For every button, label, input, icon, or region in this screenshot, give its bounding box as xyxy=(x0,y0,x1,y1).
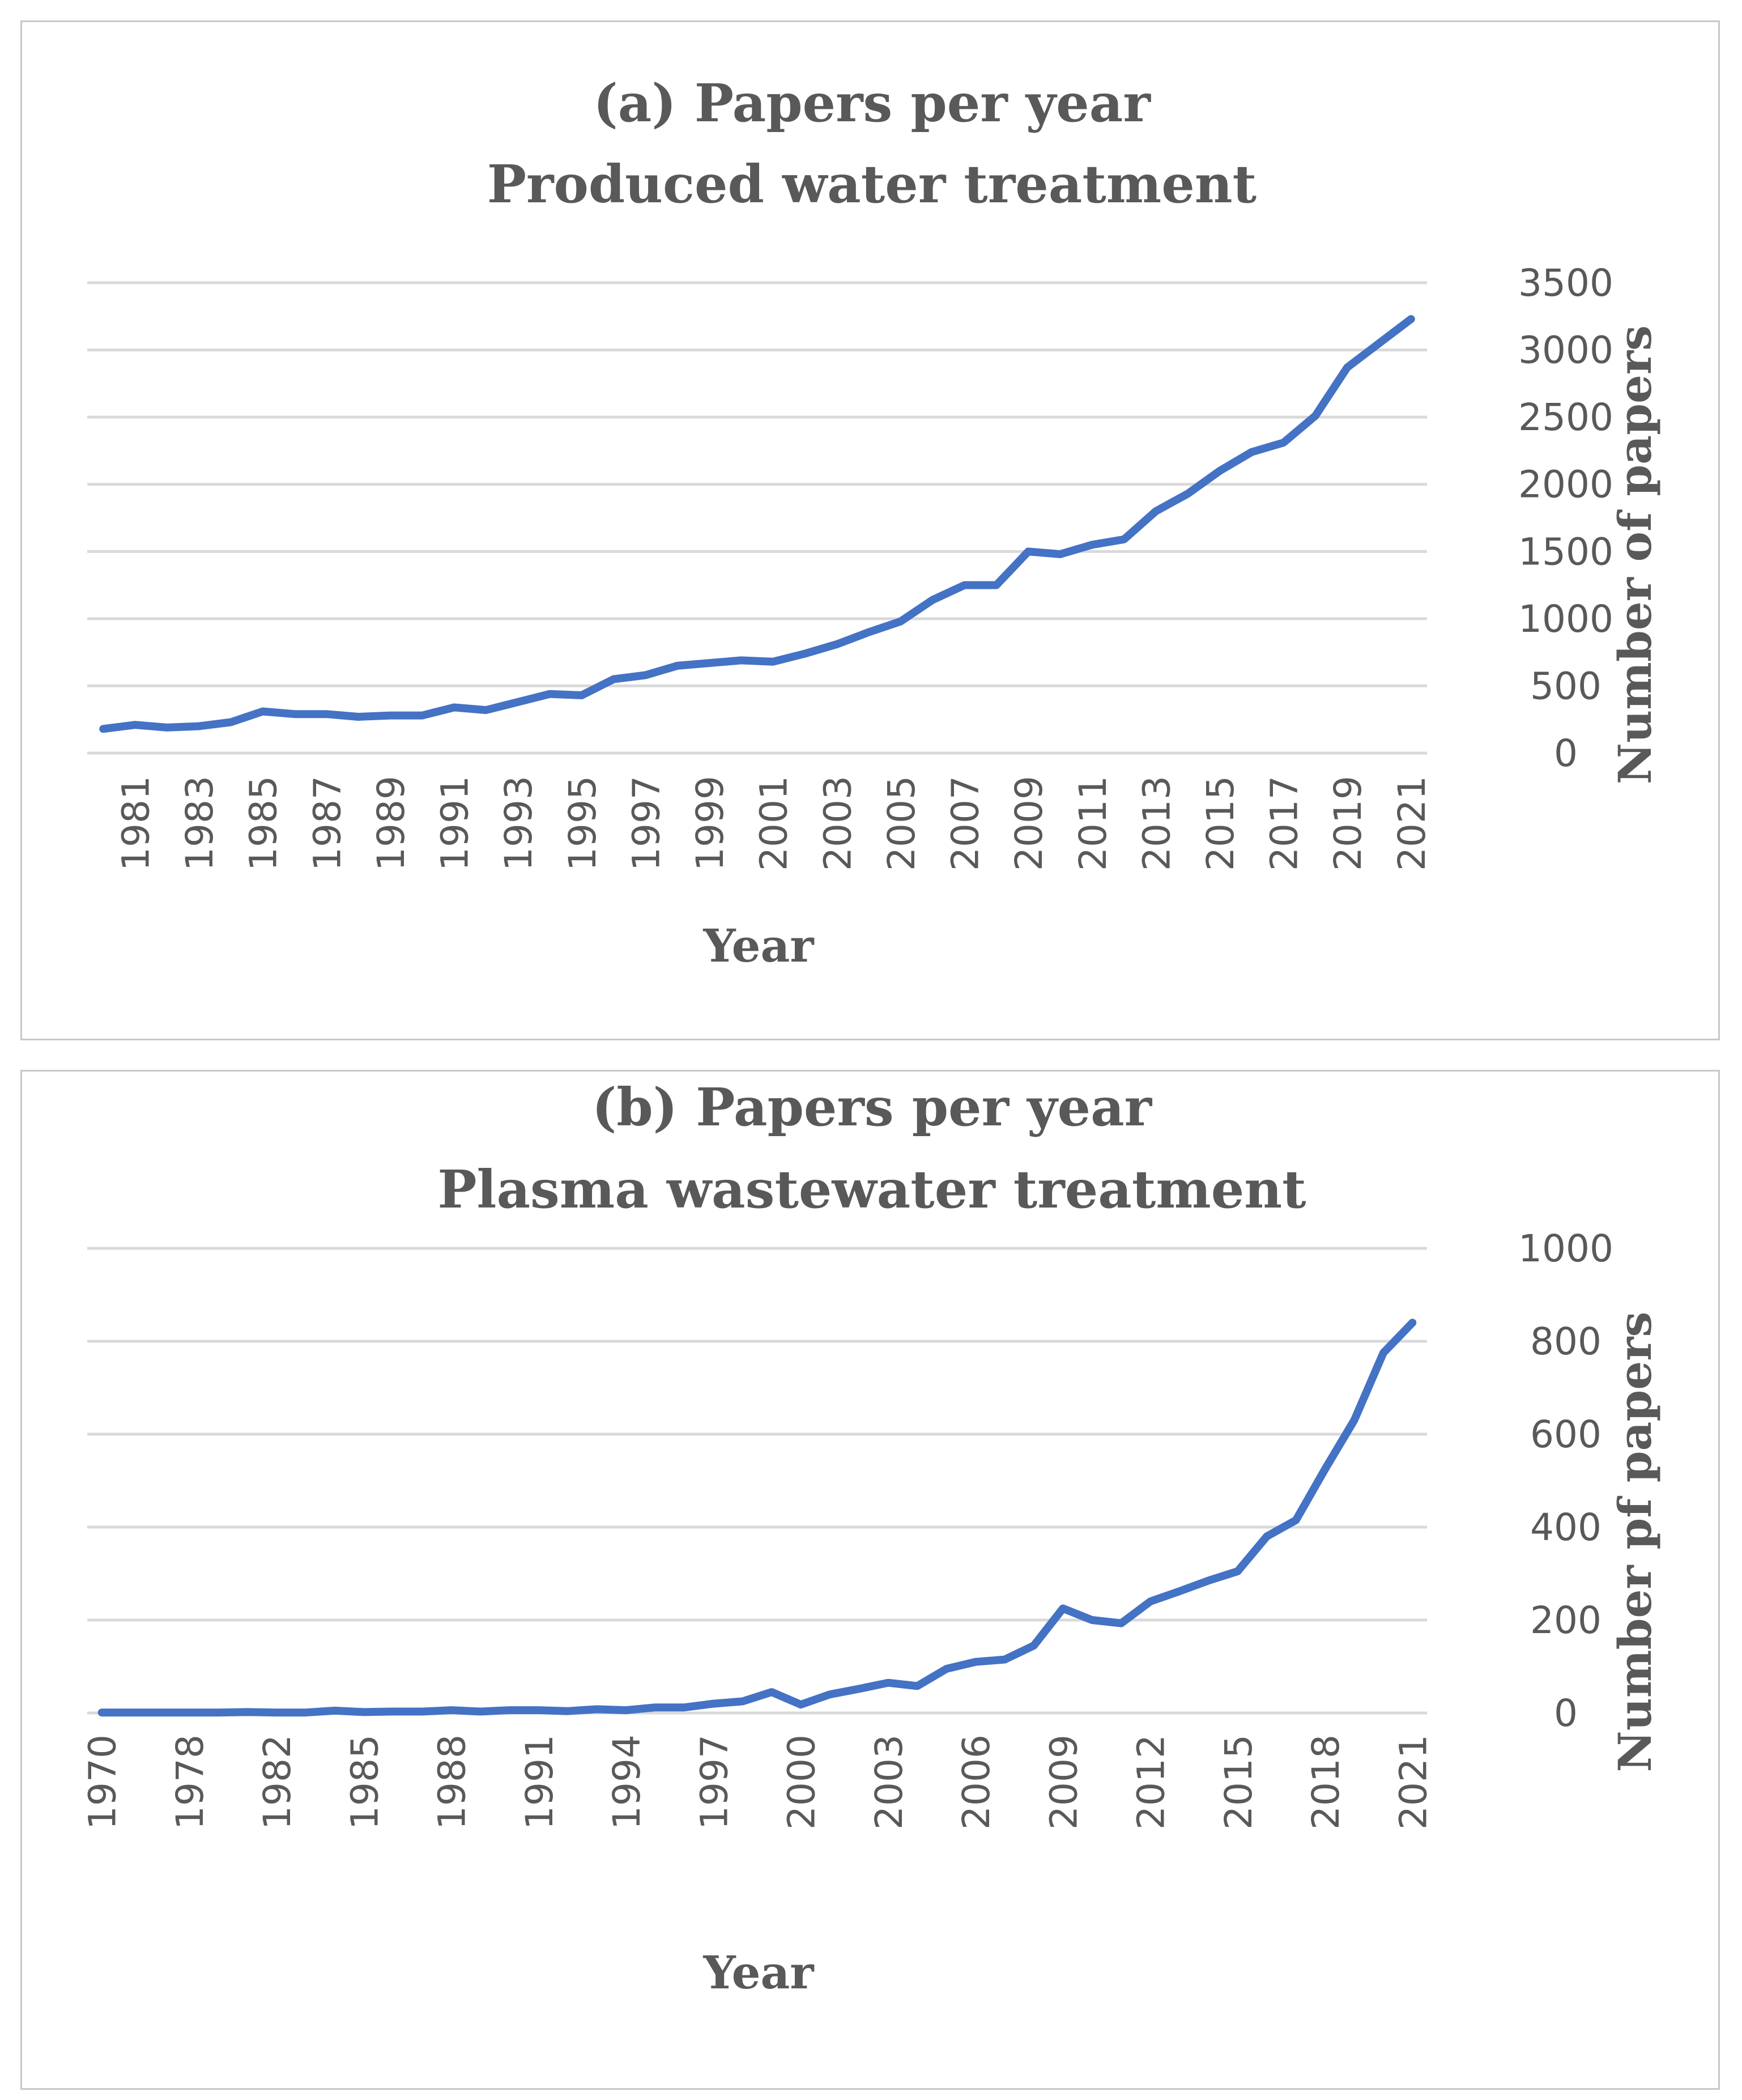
x-tick-label: 1982 xyxy=(255,1735,299,1830)
y-tick-label: 3000 xyxy=(1518,329,1613,372)
x-tick-label: 1993 xyxy=(497,776,540,871)
x-tick-label: 1978 xyxy=(168,1735,212,1830)
chart-a-y-tick-labels: 0 500 1000 1500 2000 2500 3000 3500 xyxy=(1518,261,1613,775)
chart-b-y-tick-labels: 0 200 400 600 800 1000 xyxy=(1518,1227,1613,1735)
x-tick-label: 1981 xyxy=(114,776,157,871)
y-tick-label: 0 xyxy=(1554,1691,1578,1735)
chart-a-y-axis-title: Number of papers xyxy=(1608,325,1662,784)
chart-b-x-axis-title: Year xyxy=(702,1946,814,1999)
chart-b-title-line1: (b) Papers per year xyxy=(592,1077,1153,1138)
x-tick-label: 2005 xyxy=(880,776,923,871)
x-tick-label: 2007 xyxy=(944,776,987,871)
series-line xyxy=(97,1319,1417,1717)
x-tick-label: 1999 xyxy=(688,776,732,871)
x-tick-label: 1989 xyxy=(369,776,413,871)
chart-b-svg: (b) Papers per year Plasma wastewater tr… xyxy=(81,1077,1662,1999)
y-tick-label: 800 xyxy=(1530,1320,1602,1363)
y-tick-label: 0 xyxy=(1554,732,1578,775)
y-tick-label: 1000 xyxy=(1518,597,1613,641)
x-tick-label: 2019 xyxy=(1326,776,1370,871)
chart-a-title-line2: Produced water treatment xyxy=(487,154,1257,215)
x-tick-label: 1991 xyxy=(433,776,477,871)
x-tick-label: 1985 xyxy=(242,776,286,871)
x-tick-label: 2015 xyxy=(1199,776,1242,871)
x-tick-label: 2006 xyxy=(955,1735,998,1830)
x-tick-label: 2000 xyxy=(780,1735,824,1830)
chart-b-series xyxy=(97,1319,1417,1717)
x-tick-label: 2003 xyxy=(816,776,859,871)
y-tick-label: 400 xyxy=(1530,1506,1602,1549)
x-tick-label: 2009 xyxy=(1007,776,1051,871)
x-tick-label: 1988 xyxy=(431,1735,474,1830)
x-tick-label: 2009 xyxy=(1042,1735,1085,1830)
chart-b-y-axis-title: Number pf papers xyxy=(1608,1312,1662,1772)
x-tick-label: 1995 xyxy=(561,776,604,871)
x-tick-label: 2013 xyxy=(1135,776,1178,871)
y-tick-label: 2500 xyxy=(1518,396,1613,439)
x-tick-label: 1983 xyxy=(178,776,222,871)
y-tick-label: 1500 xyxy=(1518,530,1613,573)
y-tick-label: 2000 xyxy=(1518,463,1613,507)
chart-a-x-axis-title: Year xyxy=(702,919,814,972)
y-tick-label: 3500 xyxy=(1518,261,1613,305)
chart-a-svg: (a) Papers per year Produced water treat… xyxy=(87,73,1662,972)
chart-a-title-line1: (a) Papers per year xyxy=(593,73,1151,134)
chart-a-x-tick-labels: 1981 1983 1985 1987 1989 1991 1993 1995 1997 1999… xyxy=(114,776,1433,871)
x-tick-label: 1985 xyxy=(343,1735,386,1830)
y-tick-label: 1000 xyxy=(1518,1227,1613,1270)
x-tick-label: 2018 xyxy=(1304,1735,1348,1830)
series-line xyxy=(99,315,1415,733)
chart-panel-b: (b) Papers per year Plasma wastewater tr… xyxy=(20,1070,1720,2090)
x-tick-label: 2017 xyxy=(1263,776,1306,871)
x-tick-label: 2021 xyxy=(1390,776,1434,871)
x-tick-label: 1997 xyxy=(692,1735,736,1830)
x-tick-label: 2012 xyxy=(1130,1735,1173,1830)
x-tick-label: 2015 xyxy=(1217,1735,1260,1830)
chart-b-x-tick-labels: 1970 1978 1982 1985 1988 1991 1994 1997 2000 2003… xyxy=(81,1735,1436,1830)
x-tick-label: 2011 xyxy=(1071,776,1115,871)
chart-a-series xyxy=(99,315,1415,733)
x-tick-label: 2003 xyxy=(867,1735,911,1830)
x-tick-label: 1987 xyxy=(305,776,349,871)
y-tick-label: 600 xyxy=(1530,1413,1602,1456)
chart-b-gridlines xyxy=(87,1247,1427,1715)
y-tick-label: 500 xyxy=(1530,664,1602,708)
chart-b-title-line2: Plasma wastewater treatment xyxy=(437,1159,1306,1220)
x-tick-label: 1994 xyxy=(605,1735,649,1830)
chart-panel-a: (a) Papers per year Produced water treat… xyxy=(20,20,1720,1040)
x-tick-label: 1997 xyxy=(624,776,668,871)
chart-a-gridlines xyxy=(87,281,1427,755)
x-tick-label: 2001 xyxy=(752,776,796,871)
x-tick-label: 1970 xyxy=(81,1735,125,1830)
x-tick-label: 1991 xyxy=(518,1735,561,1830)
x-tick-label: 2021 xyxy=(1391,1735,1435,1830)
y-tick-label: 200 xyxy=(1530,1599,1602,1642)
